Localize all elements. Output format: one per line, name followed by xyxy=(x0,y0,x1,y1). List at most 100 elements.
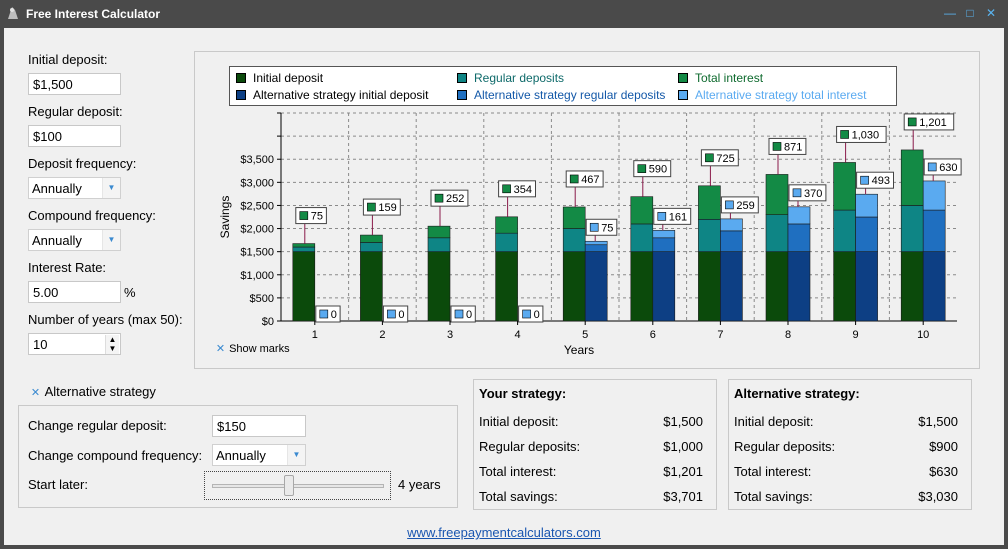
bar-segment xyxy=(765,174,789,215)
mark-swatch xyxy=(299,211,309,220)
bar-segment xyxy=(765,214,789,252)
mark-box xyxy=(903,113,955,131)
alt-interest-mark-label: 0 xyxy=(534,309,540,321)
initial-deposit-input[interactable]: $1,500 xyxy=(28,73,121,95)
change-compound-select[interactable]: Annually ▼ xyxy=(212,444,306,466)
change-regular-input[interactable]: $150 xyxy=(212,415,306,437)
y-tick-label: $1,500 xyxy=(240,247,274,259)
mark-swatch xyxy=(434,193,444,203)
interest-rate-input[interactable]: 5.00 xyxy=(28,281,121,303)
mark-swatch xyxy=(705,153,714,163)
summary-label: Total interest: xyxy=(734,464,812,479)
deposit-frequency-select[interactable]: Annually ▼ xyxy=(28,177,121,199)
mark-swatch xyxy=(367,202,376,212)
y-tick-label: $2,000 xyxy=(240,224,274,236)
alt-strategy-toggle[interactable]: ✕ Alternative strategy xyxy=(30,384,156,399)
start-later-label: Start later: xyxy=(28,477,88,492)
summary-value: $1,000 xyxy=(663,439,703,454)
x-tick-label: 4 xyxy=(515,329,521,341)
legend-item-alt-regular-deposits: Alternative strategy regular deposits xyxy=(457,88,665,102)
bar-segment xyxy=(360,251,383,322)
summary-label: Initial deposit: xyxy=(479,414,559,429)
change-regular-label: Change regular deposit: xyxy=(28,418,167,433)
summary-value: $1,201 xyxy=(663,464,703,479)
bar-segment xyxy=(427,225,451,239)
mark-swatch xyxy=(792,188,802,198)
chevron-down-icon[interactable]: ▼ xyxy=(102,230,120,250)
regular-deposit-input[interactable]: $100 xyxy=(28,125,121,147)
bar-segment xyxy=(922,209,946,252)
years-spinner[interactable]: ▲ ▼ xyxy=(105,335,119,354)
bar-segment xyxy=(652,230,676,239)
y-tick-label: $3,000 xyxy=(240,177,274,189)
mark-swatch xyxy=(907,117,917,127)
legend-swatch xyxy=(678,90,688,100)
bar-segment xyxy=(922,180,946,211)
bar-segment xyxy=(495,251,518,322)
summary-value: $900 xyxy=(929,439,958,454)
years-input[interactable]: 10 ▲ ▼ xyxy=(28,333,121,355)
bar-segment xyxy=(833,162,856,211)
legend-swatch xyxy=(236,73,246,83)
bar-segment xyxy=(292,246,316,252)
slider-track[interactable] xyxy=(212,484,384,488)
slider-thumb[interactable] xyxy=(284,475,294,496)
bar-segment xyxy=(427,237,451,252)
website-link[interactable]: www.freepaymentcalculators.com xyxy=(407,525,601,540)
mark-swatch xyxy=(657,212,667,221)
compound-frequency-select[interactable]: Annually ▼ xyxy=(28,229,121,251)
chevron-down-icon[interactable]: ▼ xyxy=(287,445,305,465)
years-value: 10 xyxy=(33,337,48,352)
bar-segment xyxy=(833,251,856,322)
start-later-value: 4 years xyxy=(398,477,441,492)
bar-segment xyxy=(652,237,676,252)
start-later-slider[interactable] xyxy=(204,471,391,500)
compound-frequency-value: Annually xyxy=(32,233,82,248)
alt-interest-mark-label: 75 xyxy=(601,222,613,234)
x-tick-label: 10 xyxy=(917,329,929,341)
legend-item-alt-total-interest: Alternative strategy total interest xyxy=(678,88,866,102)
minimize-icon[interactable]: — xyxy=(944,6,956,20)
mark-swatch xyxy=(927,162,937,172)
show-marks-checkbox[interactable]: ✕ Show marks xyxy=(215,343,290,355)
legend-swatch xyxy=(457,73,467,83)
mark-swatch xyxy=(502,184,511,194)
interest-mark-label: 590 xyxy=(649,164,667,176)
interest-mark-label: 354 xyxy=(514,184,532,196)
x-tick-label: 2 xyxy=(379,329,385,341)
alt-interest-mark-label: 259 xyxy=(736,200,754,212)
bar-segment xyxy=(698,251,721,322)
legend-label: Alternative strategy regular deposits xyxy=(474,88,666,102)
bar-segment xyxy=(900,149,924,206)
bar-segment xyxy=(630,223,654,252)
alt-strategy-panel: Change regular deposit: $150 Change comp… xyxy=(18,405,458,508)
interest-mark-label: 1,030 xyxy=(852,129,880,141)
bar-segment xyxy=(630,196,654,225)
close-icon[interactable]: ✕ xyxy=(985,6,997,20)
summary-value: $1,500 xyxy=(663,414,703,429)
show-marks-label: Show marks xyxy=(229,343,290,355)
summary-value: $3,701 xyxy=(663,489,703,504)
mark-swatch xyxy=(454,309,464,319)
bar-segment xyxy=(855,193,878,218)
chevron-down-icon[interactable]: ▼ xyxy=(102,178,120,198)
app-icon xyxy=(8,7,18,19)
summary-value: $1,500 xyxy=(918,414,958,429)
x-tick-label: 7 xyxy=(717,329,723,341)
chart-legend: Initial deposit Regular deposits Total i… xyxy=(229,66,897,106)
years-label: Number of years (max 50): xyxy=(28,312,183,327)
interest-rate-label: Interest Rate: xyxy=(28,260,107,275)
bar-segment xyxy=(720,230,743,252)
change-compound-label: Change compound frequency: xyxy=(28,448,203,463)
maximize-icon[interactable]: □ xyxy=(966,6,974,20)
summary-label: Total interest: xyxy=(479,464,557,479)
bar-segment xyxy=(922,251,946,322)
alt-interest-mark-label: 493 xyxy=(872,175,890,187)
bar-segment xyxy=(360,242,383,252)
mark-swatch xyxy=(319,309,329,319)
chart-panel: Initial deposit Regular deposits Total i… xyxy=(194,51,980,369)
window-title: Free Interest Calculator xyxy=(26,7,161,21)
x-tick-label: 1 xyxy=(312,329,318,341)
bar-segment xyxy=(630,251,654,322)
mark-swatch xyxy=(637,164,647,173)
